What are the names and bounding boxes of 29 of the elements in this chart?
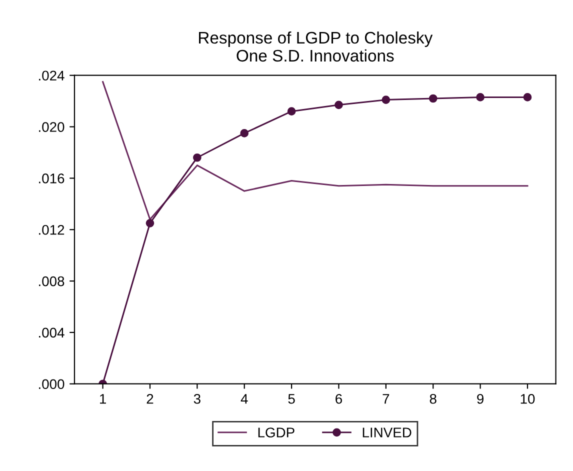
legend-label: LGDP <box>258 428 294 438</box>
y-tick-label: .016 <box>39 174 64 184</box>
x-tick-label: 10 <box>520 394 535 404</box>
y-tick-label: .000 <box>39 379 64 390</box>
y-tick-label: .008 <box>39 276 64 286</box>
chart-title: Response of LGDP to Cholesky One S.D. Innovations <box>199 31 433 62</box>
x-tick-label: 4 <box>240 394 248 404</box>
point <box>382 96 390 104</box>
point <box>476 93 484 102</box>
x-tick-label: 2 <box>146 394 154 404</box>
legend-label: LINVED <box>362 428 412 438</box>
y-tick-label: .020 <box>39 122 64 132</box>
x-tick-label: 9 <box>477 394 484 404</box>
point <box>146 219 154 228</box>
point <box>523 93 532 102</box>
x-tick-label: 8 <box>430 394 436 404</box>
point <box>287 107 296 116</box>
y-tick-label: .012 <box>39 224 64 235</box>
point <box>193 153 202 162</box>
y-tick-label: .004 <box>39 328 64 338</box>
point <box>334 100 343 110</box>
x-tick-label: 7 <box>382 394 390 404</box>
point <box>240 129 249 138</box>
point <box>428 94 438 103</box>
x-tick-label: 6 <box>336 394 342 404</box>
y-tick-label: .024 <box>39 70 64 81</box>
x-tick-label: 1 <box>100 394 106 404</box>
x-tick-label: 5 <box>288 394 295 404</box>
x-tick-label: 3 <box>194 394 200 404</box>
